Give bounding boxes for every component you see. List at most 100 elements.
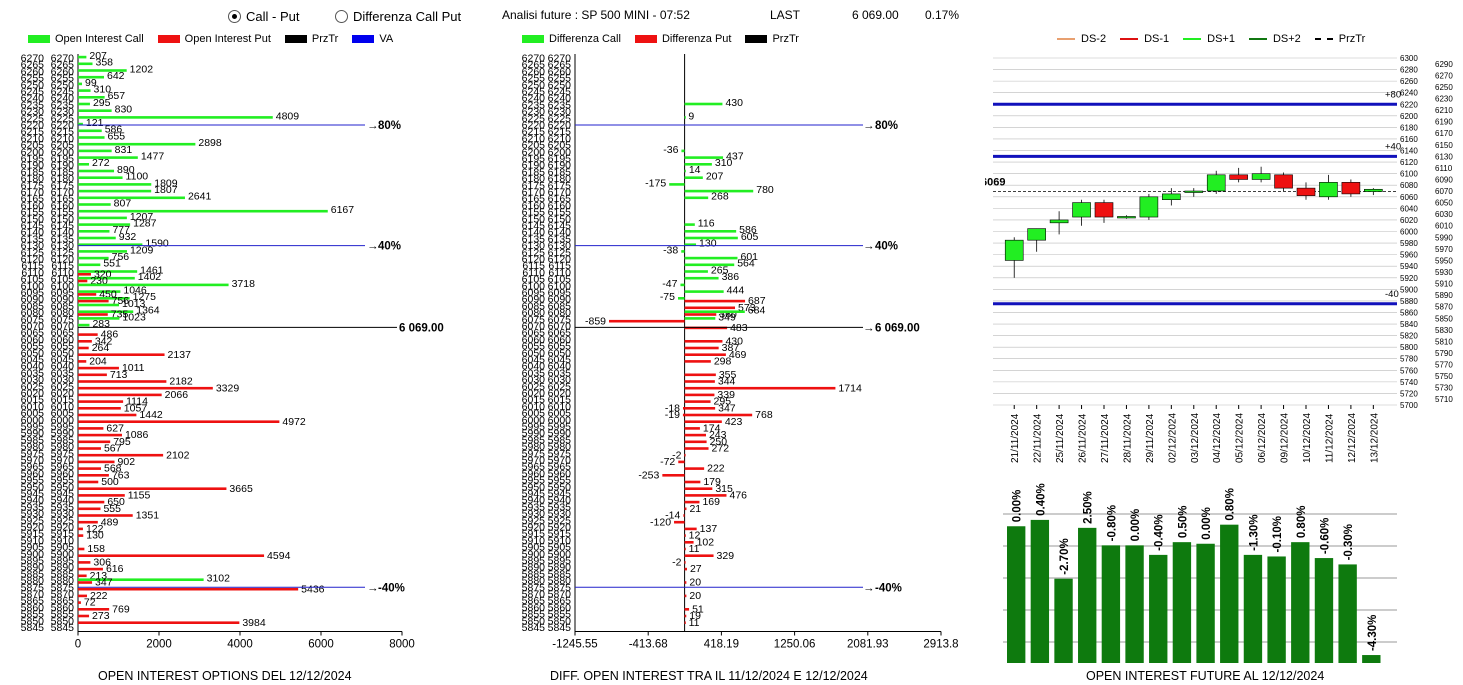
strike-label: 6250 (548, 79, 572, 91)
put-bar (78, 601, 81, 604)
y-tick-label: 6140 (1400, 147, 1418, 156)
diff-value-label: 347 (718, 402, 736, 414)
reference-label: 40% (378, 241, 401, 253)
strike-label: 5870 (51, 589, 75, 601)
diff-value-label: 12 (689, 530, 701, 542)
call-bar (78, 189, 152, 193)
strike-label: 6210 (522, 133, 546, 145)
y-tick-label-outer: 6130 (1435, 152, 1453, 161)
date-label: 05/12/2024 (1235, 413, 1246, 463)
strike-label: 5990 (548, 428, 572, 440)
call-value-label: 830 (115, 104, 133, 116)
strike-label: 6120 (51, 254, 75, 266)
call-value-label: 1275 (133, 291, 157, 303)
strike-label: 6065 (21, 327, 45, 339)
strike-label: 6000 (21, 414, 45, 426)
strike-label: 6235 (548, 99, 572, 111)
call-value-label: 207 (89, 50, 107, 62)
caption-left: OPEN INTEREST OPTIONS DEL 12/12/2024 (98, 669, 352, 683)
caption-mid: DIFF. OPEN INTEREST TRA IL 11/12/2024 E … (550, 669, 868, 683)
strike-label: 6195 (51, 153, 75, 165)
call-bar (78, 323, 90, 327)
call-bar (78, 116, 273, 119)
strike-label: 5925 (548, 515, 572, 527)
strike-label: 5855 (21, 609, 45, 621)
strike-label: 5935 (51, 501, 75, 513)
strike-label: 6220 (548, 120, 572, 132)
strike-label: 5860 (51, 602, 75, 614)
put-bar (78, 474, 109, 477)
strike-label: 6190 (21, 160, 45, 172)
oi-future-bar (1007, 526, 1026, 663)
put-diff-bar (684, 313, 717, 316)
call-value-label: 1209 (130, 244, 154, 256)
call-bar (78, 169, 115, 173)
strike-label: 6115 (548, 260, 571, 272)
y-tick-label: 5960 (1400, 251, 1418, 260)
call-value-label: 121 (86, 117, 104, 129)
legend-label: Differenza Call (549, 33, 621, 45)
legend-item-prztr: PrzTr (284, 33, 338, 45)
diff-value-label: -2 (672, 449, 681, 461)
legend-swatch (745, 35, 768, 43)
strike-label: 5920 (548, 522, 572, 534)
strike-label: 6020 (548, 388, 572, 400)
strike-label: 5930 (522, 508, 546, 520)
diff-value-label: -38 (663, 244, 678, 256)
strike-label: 6130 (548, 240, 572, 252)
call-value-label: 807 (114, 197, 132, 209)
y-tick-label: 5880 (1400, 297, 1418, 306)
strike-label: 5950 (51, 481, 75, 493)
x-tick-label: 1250.06 (774, 639, 816, 651)
strike-label: 6110 (51, 267, 74, 279)
y-tick-label-outer: 6270 (1435, 71, 1453, 80)
diff-value-label: 315 (715, 483, 733, 495)
strike-label: 6085 (21, 300, 45, 312)
strike-label: 6075 (548, 314, 572, 326)
put-value-label: 273 (92, 610, 110, 622)
strike-label: 6090 (21, 294, 45, 306)
strike-label: 6220 (51, 120, 75, 132)
strike-label: 5980 (51, 441, 75, 453)
call-value-label: 1809 (154, 177, 178, 189)
reference-arrow: → (863, 120, 875, 132)
strike-label: 6205 (548, 140, 572, 152)
reference-label: 80% (378, 120, 401, 132)
call-bar (78, 69, 127, 72)
diff-value-label: -72 (660, 456, 675, 468)
strike-label: 6190 (548, 160, 572, 172)
strike-label: 6020 (522, 388, 546, 400)
y-tick-label: 6260 (1400, 77, 1418, 86)
strike-label: 6130 (21, 240, 45, 252)
strike-label: 5990 (51, 428, 75, 440)
legend-swatch (634, 35, 657, 43)
y-tick-label: 5980 (1400, 239, 1418, 248)
strike-label: 5980 (21, 441, 45, 453)
call-value-label: 6167 (331, 204, 355, 216)
put-bar (78, 567, 103, 571)
y-tick-label: 6020 (1400, 216, 1418, 225)
strike-label: 5890 (548, 562, 572, 574)
y-tick-label-outer: 6290 (1435, 60, 1453, 69)
put-diff-bar (684, 353, 726, 356)
put-value-label: 130 (86, 530, 104, 542)
strike-label: 6035 (548, 367, 572, 379)
call-bar (78, 250, 127, 253)
oi-future-pct-label: 0.40% (1035, 483, 1047, 516)
legend-item-prztr: PrzTr (745, 33, 799, 45)
strike-label: 6030 (522, 374, 546, 386)
strike-label: 5955 (522, 475, 546, 487)
strike-label: 6035 (21, 367, 45, 379)
strike-label: 6255 (21, 73, 45, 85)
strike-label: 6060 (21, 334, 45, 346)
strike-label: 6085 (522, 300, 546, 312)
put-value-label: 3984 (242, 617, 266, 629)
radio-differenza[interactable]: Differenza Call Put (335, 9, 461, 24)
y-tick-label-outer: 6230 (1435, 94, 1453, 103)
strike-label: 5870 (548, 589, 572, 601)
put-value-label: 763 (112, 469, 130, 481)
put-diff-bar (684, 440, 707, 444)
legend-item-ds+1: DS+1 (1183, 33, 1235, 45)
radio-call-put[interactable]: Call - Put (228, 9, 299, 24)
put-bar (78, 393, 162, 397)
